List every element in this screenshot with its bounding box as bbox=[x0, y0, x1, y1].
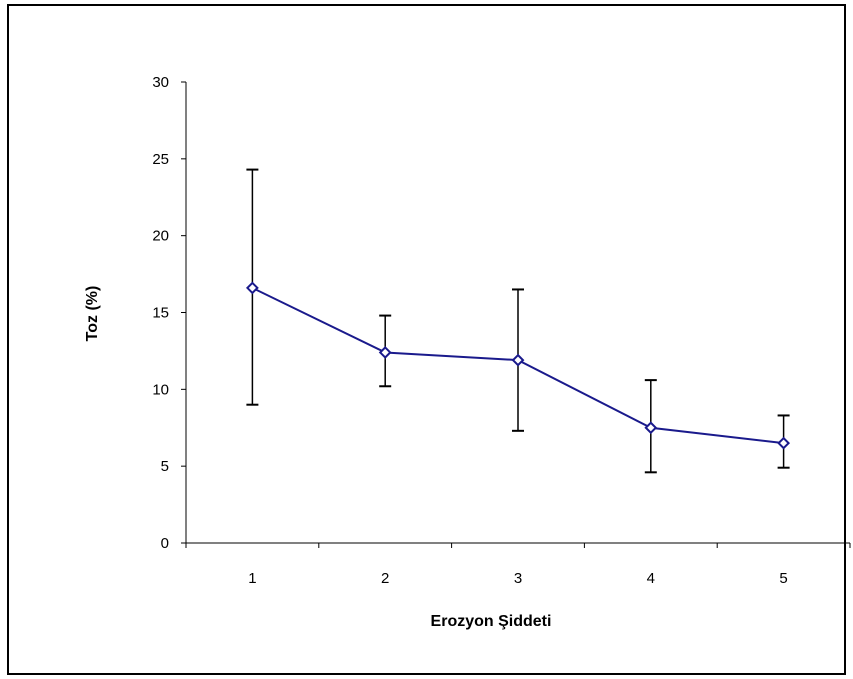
y-tick-label: 15 bbox=[152, 305, 169, 322]
x-tick-label: 4 bbox=[647, 570, 655, 587]
y-axis-title: Toz (%) bbox=[84, 286, 101, 342]
data-point bbox=[777, 436, 791, 450]
x-ticks: 1 2 3 4 5 bbox=[185, 543, 851, 587]
x-tick-label: 1 bbox=[248, 570, 256, 587]
chart-frame bbox=[7, 4, 846, 675]
data-point bbox=[378, 346, 392, 359]
y-ticks: 0 5 10 15 20 25 30 bbox=[152, 74, 186, 552]
y-tick-label: 20 bbox=[152, 228, 169, 245]
error-bars bbox=[246, 168, 790, 474]
y-axis: 0 5 10 15 20 25 30 bbox=[152, 74, 187, 552]
y-tick-label: 25 bbox=[152, 151, 169, 168]
x-axis: 1 2 3 4 5 bbox=[185, 542, 851, 587]
data-point bbox=[511, 353, 525, 367]
data-point bbox=[245, 281, 259, 295]
y-tick-label: 30 bbox=[152, 74, 169, 91]
y-tick-label: 10 bbox=[152, 381, 169, 398]
x-tick-label: 3 bbox=[514, 570, 522, 587]
x-tick-label: 5 bbox=[779, 570, 787, 587]
y-tick-label: 0 bbox=[161, 535, 169, 552]
x-axis-title: Erozyon Şiddeti bbox=[431, 613, 552, 630]
x-tick-label: 2 bbox=[381, 570, 389, 587]
markers bbox=[245, 281, 791, 450]
data-point bbox=[644, 421, 658, 435]
y-tick-label: 5 bbox=[161, 458, 169, 475]
